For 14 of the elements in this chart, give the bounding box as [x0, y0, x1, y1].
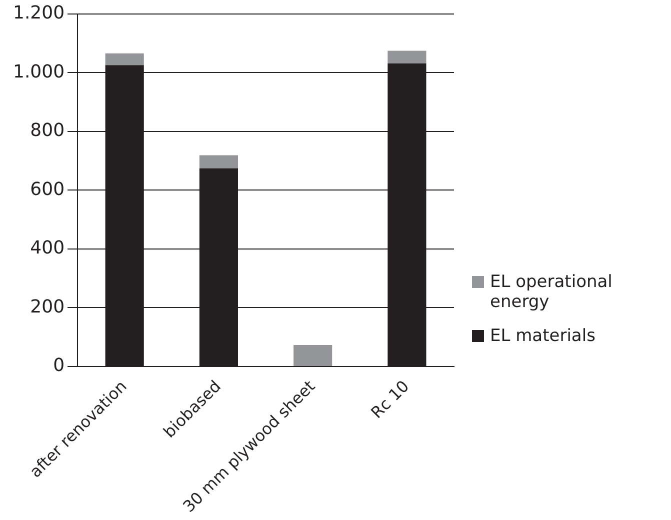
y-tick-label: 600	[30, 178, 65, 200]
x-tick-label: Rc 10	[367, 376, 413, 422]
y-tick-label: 0	[53, 355, 65, 376]
bar	[105, 53, 144, 66]
bar	[388, 50, 426, 64]
y-tick-label: 400	[30, 238, 65, 259]
y-tick-label: 200	[30, 296, 65, 318]
y-tick-label: 1.000	[13, 61, 65, 82]
bar	[199, 155, 238, 168]
y-tick-label: 1.200	[13, 2, 65, 24]
y-tick-label: 800	[30, 120, 65, 142]
legend-label: EL materials	[490, 326, 596, 346]
legend-label: EL operational energy	[490, 272, 614, 312]
bar	[294, 345, 332, 366]
